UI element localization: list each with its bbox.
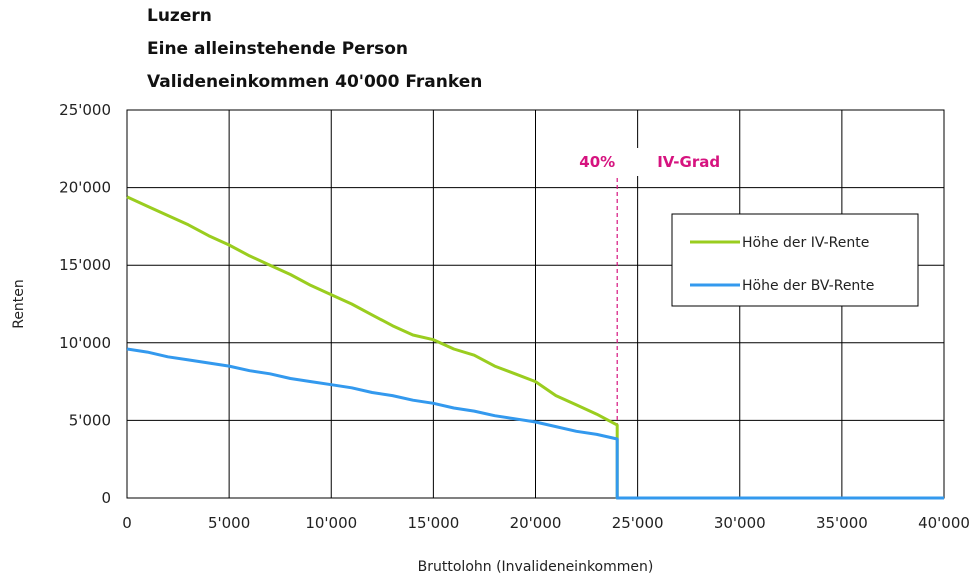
chart-title-line-3: Valideneinkommen 40'000 Franken [147, 72, 483, 92]
series-layer [126, 195, 944, 500]
series-line-0 [126, 195, 944, 500]
x-tick-label-8: 40'000 [918, 514, 970, 532]
x-axis-label: Bruttolohn (Invalideneinkommen) [418, 559, 654, 575]
y-tick-label-2: 10'000 [59, 334, 111, 352]
x-tick-label-3: 15'000 [407, 514, 459, 532]
y-axis-label: Renten [11, 279, 27, 329]
plot-frame [126, 109, 945, 499]
legend-box [671, 213, 919, 307]
y-tick-label-5: 25'000 [59, 101, 111, 119]
legend-label-0: Höhe der IV-Rente [742, 235, 869, 251]
chart-title-line-2: Eine alleinstehende Person [147, 39, 408, 59]
tick-layer: 0 5'000 10'000 15'000 20'000 25'000 30'000 35'0… [59, 101, 970, 532]
y-tick-label-0: 0 [101, 489, 111, 507]
y-tick-label-4: 20'000 [59, 179, 111, 197]
annotation-layer: 40% IV-Grad [579, 148, 734, 498]
series-line-1 [126, 347, 944, 500]
chart-title-line-1: Luzern [147, 6, 212, 26]
x-tick-label-7: 35'000 [816, 514, 868, 532]
legend: Höhe der IV-Rente Höhe der BV-Rente [671, 213, 919, 307]
annotation-background-0 [593, 148, 734, 176]
y-tick-label-1: 5'000 [69, 411, 111, 429]
x-tick-label-4: 20'000 [510, 514, 562, 532]
x-tick-label-2: 10'000 [305, 514, 357, 532]
x-tick-label-5: 25'000 [612, 514, 664, 532]
annotation-percent-0: 40% [579, 153, 615, 171]
x-tick-label-0: 0 [122, 514, 132, 532]
x-tick-label-1: 5'000 [208, 514, 250, 532]
x-tick-label-6: 30'000 [714, 514, 766, 532]
annotation-label-0: IV-Grad [657, 153, 720, 171]
y-tick-label-3: 15'000 [59, 256, 111, 274]
legend-label-1: Höhe der BV-Rente [742, 278, 874, 294]
